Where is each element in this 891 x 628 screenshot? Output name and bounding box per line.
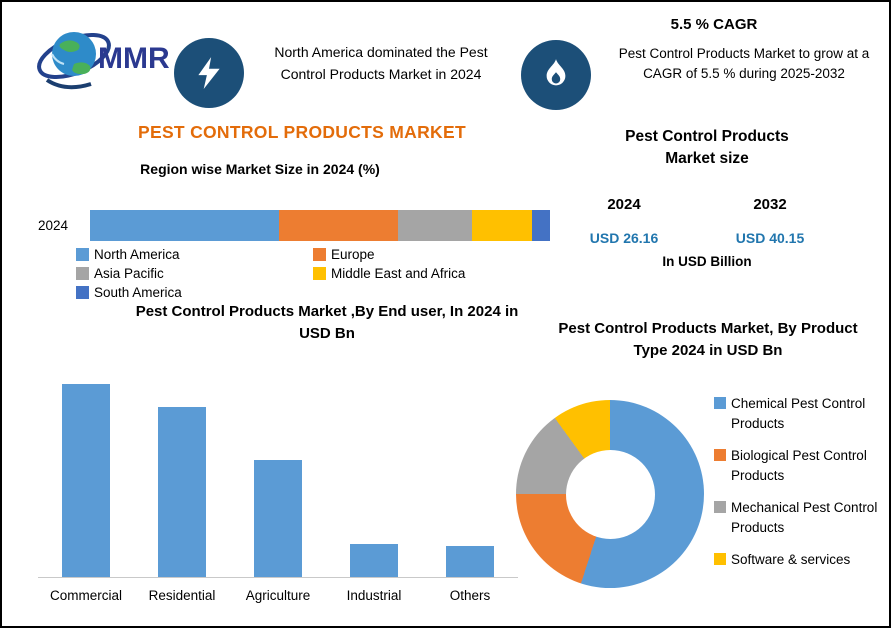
cagr-badge: [521, 40, 591, 110]
bar-column-commercial: [38, 372, 134, 577]
market-size-title: Pest Control Products Market size: [572, 126, 842, 171]
legend-label: Software & services: [731, 552, 851, 568]
cagr-text: Pest Control Products Market to grow at …: [618, 46, 870, 82]
bar-label-residential: Residential: [148, 588, 216, 603]
region-segment-middle-east-and-africa: [471, 210, 532, 241]
bar-commercial: [62, 384, 110, 577]
region-segment-europe: [278, 210, 399, 241]
market-size-year-2032: 2032: [753, 196, 787, 213]
flame-icon: [546, 59, 566, 86]
region-legend-item-north-america: North America: [76, 245, 313, 264]
legend-swatch-icon: [714, 449, 726, 462]
bar-column-industrial: [326, 372, 422, 577]
legend-swatch-icon: [76, 248, 89, 261]
region-segment-north-america: [90, 210, 279, 241]
region-chart-title: Region wise Market Size in 2024 (%): [140, 161, 380, 177]
bar-label-agriculture: Agriculture: [245, 588, 311, 603]
legend-label: Asia Pacific: [94, 266, 164, 281]
region-legend: North America Europe Asia Pacific Middle Ea…: [76, 245, 550, 302]
legend-swatch-icon: [76, 286, 89, 299]
region-row-label: 2024: [38, 218, 69, 233]
market-size-value-2032: USD 40.15: [735, 230, 805, 246]
enduser-bar-plot: [38, 372, 518, 578]
enduser-bar-labels: Commercial Residential Agriculture Industri…: [38, 588, 518, 603]
bar-residential: [158, 406, 206, 577]
globe-icon: [37, 32, 111, 90]
legend-swatch-icon: [714, 501, 726, 514]
market-size-unit: In USD Billion: [662, 254, 752, 269]
region-legend-item-europe: Europe: [313, 245, 550, 264]
logo-text: MMR: [98, 42, 170, 75]
region-legend-item-middle-east-and-africa: Middle East and Africa: [313, 264, 550, 283]
legend-swatch-icon: [76, 267, 89, 280]
donut-hole: [565, 449, 655, 539]
region-stacked-bar: [90, 210, 550, 241]
bar-others: [446, 546, 494, 577]
bar-agriculture: [254, 460, 302, 577]
bar-column-others: [422, 372, 518, 577]
bar-label-others: Others: [449, 588, 491, 603]
mmr-logo: MMR: [36, 20, 182, 96]
product-type-legend: Chemical Pest Control Products Biological…: [714, 394, 886, 583]
bar-column-residential: [134, 372, 230, 577]
product-type-legend-item-mechanical-pest-control-products: Mechanical Pest Control Products: [714, 498, 886, 537]
product-type-legend-item-biological-pest-control-products: Biological Pest Control Products: [714, 446, 886, 485]
legend-swatch-icon: [313, 267, 326, 280]
legend-label: Middle East and Africa: [331, 266, 466, 281]
market-size-title-line2: Market size: [665, 150, 749, 168]
legend-label: Mechanical Pest Control Products: [731, 500, 878, 535]
legend-swatch-icon: [313, 248, 326, 261]
bar-label-commercial: Commercial: [49, 588, 122, 603]
legend-label: Europe: [331, 247, 375, 262]
legend-swatch-icon: [714, 553, 726, 566]
bar-label-industrial: Industrial: [346, 588, 402, 603]
region-legend-item-south-america: South America: [76, 283, 313, 302]
lightning-bolt-icon: [198, 57, 220, 89]
region-legend-item-asia-pacific: Asia Pacific: [76, 264, 313, 283]
market-size-year-2024: 2024: [607, 196, 641, 213]
legend-label: South America: [94, 285, 182, 300]
region-segment-asia-pacific: [398, 210, 472, 241]
legend-label: Chemical Pest Control Products: [731, 396, 866, 431]
legend-label: North America: [94, 247, 180, 262]
product-type-chart-title: Pest Control Products Market, By Product…: [558, 320, 858, 359]
market-size-title-line1: Pest Control Products: [625, 128, 789, 145]
highlight-text: North America dominated the Pest Control…: [274, 44, 488, 82]
page-title: PEST CONTROL PRODUCTS MARKET: [138, 122, 466, 142]
legend-swatch-icon: [714, 397, 726, 409]
product-type-legend-item-chemical-pest-control-products: Chemical Pest Control Products: [714, 394, 886, 433]
region-segment-south-america: [531, 210, 550, 241]
product-type-donut: [516, 400, 704, 588]
enduser-chart-title: Pest Control Products Market ,By End use…: [135, 303, 519, 342]
legend-label: Biological Pest Control Products: [731, 448, 867, 483]
highlight-badge: [174, 38, 244, 108]
cagr-title: 5.5 % CAGR: [670, 16, 758, 33]
bar-column-agriculture: [230, 372, 326, 577]
bar-industrial: [350, 544, 398, 577]
product-type-legend-item-software-services: Software & services: [714, 550, 886, 570]
market-size-value-2024: USD 26.16: [589, 230, 659, 246]
